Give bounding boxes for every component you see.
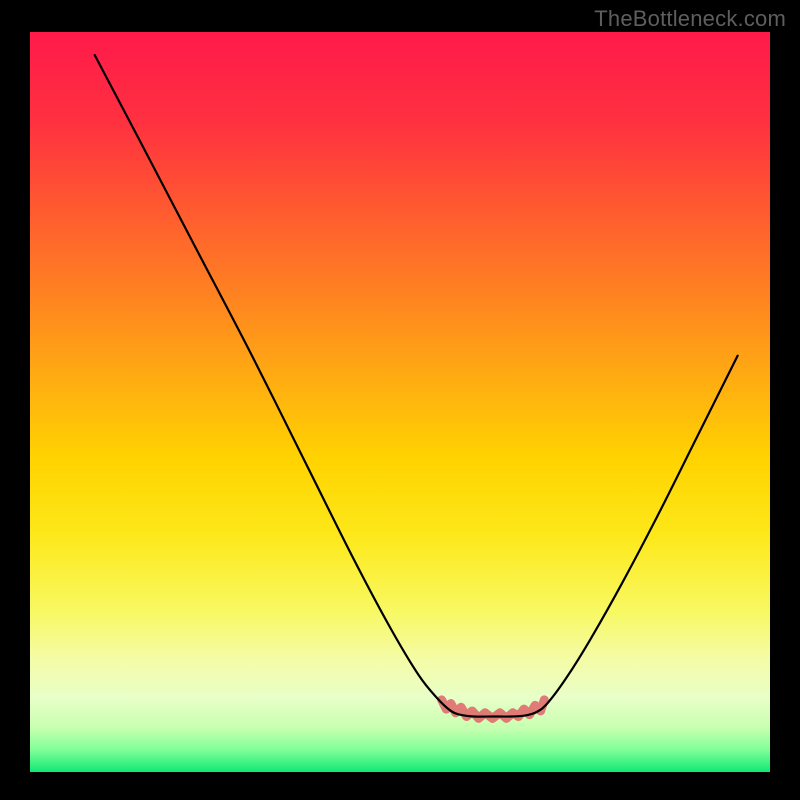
watermark-text: TheBottleneck.com	[594, 6, 786, 32]
chart-area	[30, 32, 770, 772]
bottleneck-chart	[30, 32, 770, 772]
